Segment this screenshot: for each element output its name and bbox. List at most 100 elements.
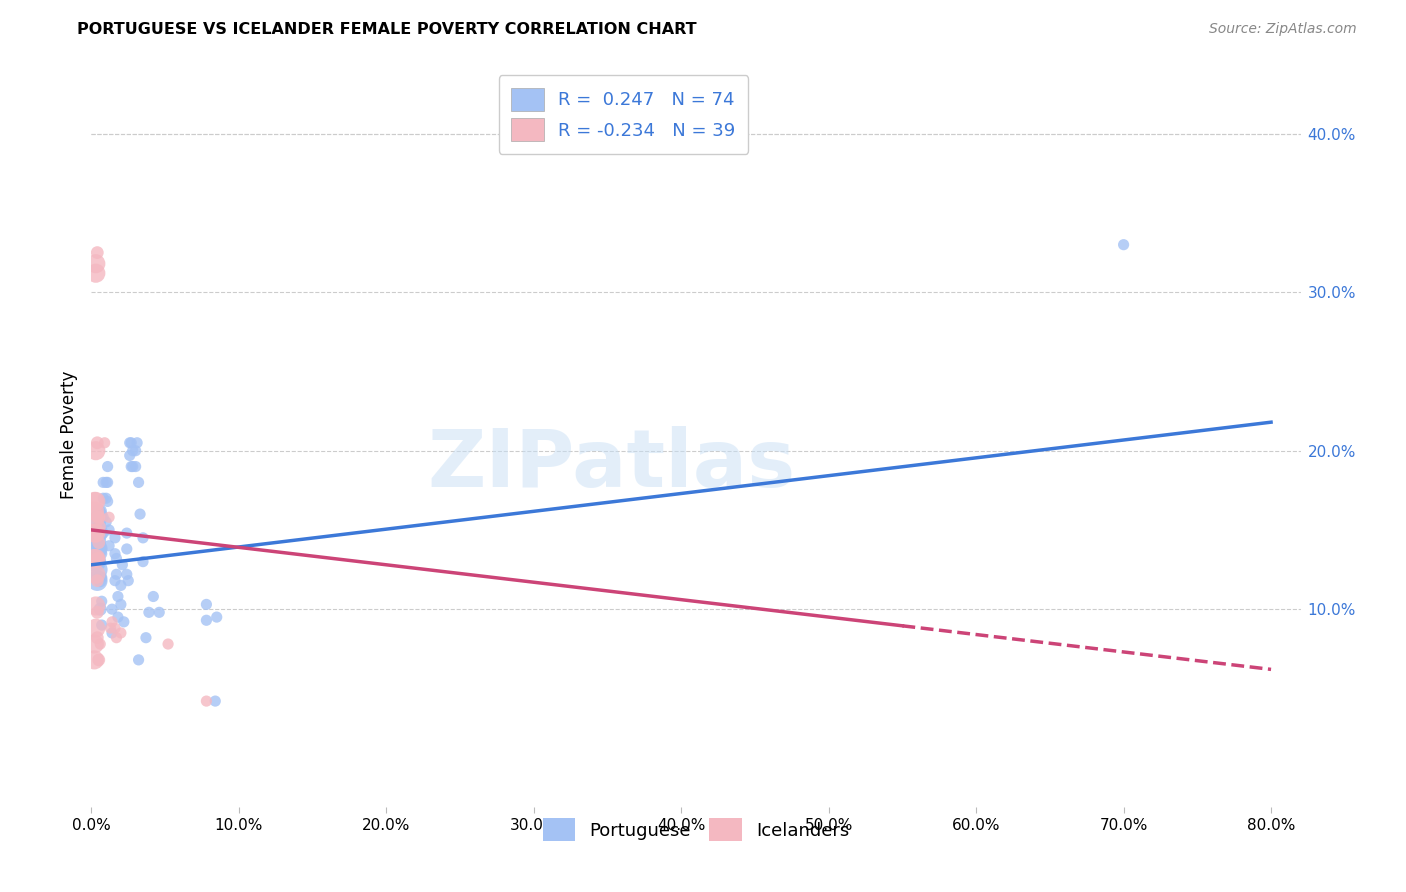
Point: [86, 435, 108, 450]
Point: [105, 567, 128, 582]
Point: [84, 257, 107, 271]
Point: [84, 534, 107, 549]
Point: [87, 510, 110, 524]
Text: PORTUGUESE VS ICELANDER FEMALE POVERTY CORRELATION CHART: PORTUGUESE VS ICELANDER FEMALE POVERTY C…: [77, 22, 697, 37]
Point: [84, 494, 107, 508]
Point: [86, 510, 108, 524]
Point: [93, 435, 115, 450]
Point: [118, 449, 141, 463]
Point: [195, 694, 218, 708]
Text: Source: ZipAtlas.com: Source: ZipAtlas.com: [1209, 22, 1357, 37]
Point: [195, 598, 218, 612]
Point: [128, 475, 150, 490]
Point: [104, 531, 127, 545]
Point: [97, 494, 120, 508]
Point: [84, 443, 107, 458]
Point: [98, 510, 121, 524]
Point: [90, 523, 112, 537]
Point: [90, 618, 112, 632]
Legend: Portuguese, Icelanders: Portuguese, Icelanders: [530, 805, 862, 855]
Point: [89, 520, 111, 534]
Point: [90, 547, 112, 561]
Point: [89, 602, 111, 616]
Point: [84, 526, 107, 541]
Point: [84, 266, 107, 280]
Point: [91, 475, 114, 490]
Point: [90, 594, 112, 608]
Point: [98, 523, 121, 537]
Point: [86, 605, 108, 619]
Point: [104, 547, 127, 561]
Point: [87, 555, 110, 569]
Point: [83, 504, 105, 518]
Point: [86, 574, 108, 588]
Point: [84, 510, 107, 524]
Point: [124, 459, 146, 474]
Y-axis label: Female Poverty: Female Poverty: [59, 371, 77, 499]
Point: [86, 574, 108, 588]
Point: [87, 551, 110, 566]
Point: [104, 621, 127, 635]
Point: [148, 605, 170, 619]
Point: [84, 555, 107, 569]
Point: [87, 539, 110, 553]
Point: [115, 567, 138, 582]
Point: [110, 598, 132, 612]
Point: [94, 475, 117, 490]
Point: [94, 491, 117, 506]
Point: [83, 551, 105, 566]
Point: [91, 491, 114, 506]
Point: [89, 504, 111, 518]
Point: [110, 578, 132, 592]
Point: [97, 475, 120, 490]
Point: [138, 605, 160, 619]
Point: [132, 531, 155, 545]
Point: [107, 590, 129, 604]
Point: [83, 526, 105, 541]
Point: [89, 574, 111, 588]
Point: [142, 590, 165, 604]
Point: [98, 539, 121, 553]
Text: ZIPatlas: ZIPatlas: [427, 425, 796, 504]
Point: [89, 637, 111, 651]
Point: [121, 443, 143, 458]
Point: [91, 526, 114, 541]
Point: [115, 541, 138, 556]
Point: [89, 526, 111, 541]
Point: [86, 631, 108, 645]
Point: [84, 599, 107, 613]
Point: [83, 653, 105, 667]
Point: [124, 443, 146, 458]
Point: [86, 563, 108, 577]
Point: [84, 515, 107, 529]
Point: [117, 574, 139, 588]
Point: [87, 570, 110, 584]
Point: [105, 631, 128, 645]
Point: [132, 555, 155, 569]
Point: [83, 494, 105, 508]
Point: [84, 621, 107, 635]
Point: [104, 574, 127, 588]
Point: [115, 526, 138, 541]
Point: [86, 541, 108, 556]
Point: [90, 570, 112, 584]
Point: [87, 520, 110, 534]
Point: [121, 459, 143, 474]
Point: [118, 435, 141, 450]
Point: [84, 567, 107, 582]
Point: [100, 621, 122, 635]
Point: [1112, 237, 1135, 252]
Point: [97, 459, 120, 474]
Point: [128, 653, 150, 667]
Point: [129, 507, 152, 521]
Point: [86, 526, 108, 541]
Point: [135, 631, 157, 645]
Point: [101, 615, 124, 629]
Point: [112, 615, 135, 629]
Point: [83, 637, 105, 651]
Point: [107, 610, 129, 624]
Point: [195, 613, 218, 627]
Point: [127, 435, 149, 450]
Point: [86, 551, 108, 566]
Point: [205, 610, 228, 624]
